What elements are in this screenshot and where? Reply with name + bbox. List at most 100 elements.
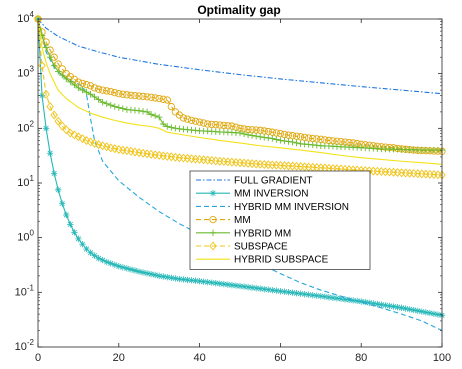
legend-label: HYBRID MM INVERSION bbox=[234, 202, 349, 213]
data-point bbox=[280, 130, 289, 139]
data-point bbox=[172, 125, 179, 132]
data-point bbox=[46, 150, 54, 157]
data-point bbox=[147, 111, 155, 118]
data-point bbox=[46, 102, 54, 112]
data-point bbox=[382, 302, 389, 309]
data-point bbox=[191, 117, 200, 125]
data-point bbox=[98, 86, 107, 94]
data-point bbox=[248, 132, 256, 139]
data-point bbox=[135, 268, 143, 275]
data-point bbox=[111, 103, 118, 110]
data-point bbox=[103, 258, 110, 266]
y-tick-exponent: 1 bbox=[30, 174, 35, 183]
data-point bbox=[115, 90, 123, 98]
data-point bbox=[107, 87, 115, 96]
data-point bbox=[156, 113, 163, 121]
data-point bbox=[90, 84, 99, 92]
x-tick-label: 100 bbox=[433, 352, 451, 364]
data-point bbox=[86, 137, 95, 147]
data-point bbox=[224, 122, 232, 130]
data-point bbox=[293, 139, 300, 147]
data-point bbox=[127, 91, 135, 99]
y-tick-base: 10 bbox=[17, 68, 29, 80]
data-point bbox=[200, 278, 207, 285]
legend-item: FULL GRADIENT bbox=[196, 176, 313, 187]
data-point bbox=[192, 277, 199, 284]
data-point bbox=[131, 91, 139, 100]
series-full-gradient bbox=[37, 18, 443, 95]
data-point bbox=[188, 277, 195, 284]
x-tick-label: 40 bbox=[193, 352, 205, 364]
y-tick-base: 10 bbox=[17, 232, 29, 244]
data-point bbox=[281, 288, 288, 295]
data-point bbox=[228, 281, 236, 289]
data-point bbox=[147, 93, 155, 101]
data-point bbox=[78, 134, 87, 144]
data-point bbox=[260, 127, 268, 135]
data-point bbox=[102, 142, 111, 152]
data-point bbox=[139, 92, 147, 101]
data-point bbox=[300, 133, 309, 142]
data-point bbox=[285, 288, 292, 296]
legend-item: MM bbox=[196, 215, 251, 226]
data-point bbox=[82, 135, 91, 145]
data-point bbox=[168, 124, 175, 131]
data-point bbox=[236, 129, 244, 137]
data-point bbox=[240, 130, 248, 138]
y-tick-base: 10 bbox=[17, 177, 29, 189]
data-point bbox=[276, 129, 285, 138]
data-point bbox=[341, 296, 349, 303]
data-point bbox=[115, 104, 122, 111]
data-point bbox=[309, 141, 316, 148]
data-point bbox=[244, 283, 252, 291]
data-point bbox=[313, 142, 320, 149]
data-point bbox=[54, 116, 62, 126]
data-point bbox=[195, 118, 204, 126]
data-point bbox=[358, 298, 365, 305]
data-point bbox=[143, 108, 151, 116]
legend-box bbox=[189, 170, 371, 270]
data-point bbox=[99, 99, 106, 106]
data-point bbox=[50, 170, 58, 177]
data-point bbox=[321, 293, 329, 300]
legend-item: HYBRID MM INVERSION bbox=[196, 202, 349, 213]
data-point bbox=[277, 287, 284, 295]
y-tick-exponent: 0 bbox=[30, 229, 35, 238]
data-point bbox=[95, 96, 102, 103]
data-point bbox=[111, 261, 118, 269]
data-point bbox=[79, 240, 86, 248]
data-point bbox=[87, 249, 94, 256]
y-tick-exponent: 2 bbox=[30, 119, 35, 128]
data-point bbox=[277, 137, 284, 144]
data-point bbox=[386, 302, 393, 310]
data-point bbox=[79, 86, 86, 94]
y-tick-exponent: 3 bbox=[30, 65, 35, 74]
y-tick-label: 100 bbox=[17, 229, 34, 244]
data-point bbox=[94, 140, 103, 150]
data-point bbox=[71, 81, 78, 89]
y-tick-label: 102 bbox=[17, 119, 34, 134]
data-point bbox=[143, 270, 151, 277]
data-point bbox=[269, 286, 276, 294]
data-point bbox=[103, 100, 110, 107]
data-point bbox=[329, 294, 337, 301]
data-point bbox=[159, 95, 167, 103]
legend-item: MM INVERSION bbox=[196, 189, 308, 200]
y-tick-base: 10 bbox=[17, 122, 29, 134]
data-point bbox=[155, 94, 163, 103]
y-tick-label: 10-2 bbox=[15, 338, 35, 353]
y-tick-label: 10-1 bbox=[15, 283, 35, 298]
data-point bbox=[123, 265, 131, 272]
legend-marker bbox=[209, 229, 217, 236]
data-point bbox=[265, 134, 272, 142]
data-point bbox=[301, 290, 308, 298]
data-point bbox=[390, 303, 397, 310]
data-point bbox=[143, 93, 151, 101]
x-tick-label: 60 bbox=[274, 352, 286, 364]
data-point bbox=[94, 85, 103, 93]
data-point bbox=[99, 256, 106, 264]
data-point bbox=[119, 105, 127, 112]
data-point bbox=[426, 309, 434, 317]
legend-label: HYBRID MM bbox=[234, 228, 291, 239]
